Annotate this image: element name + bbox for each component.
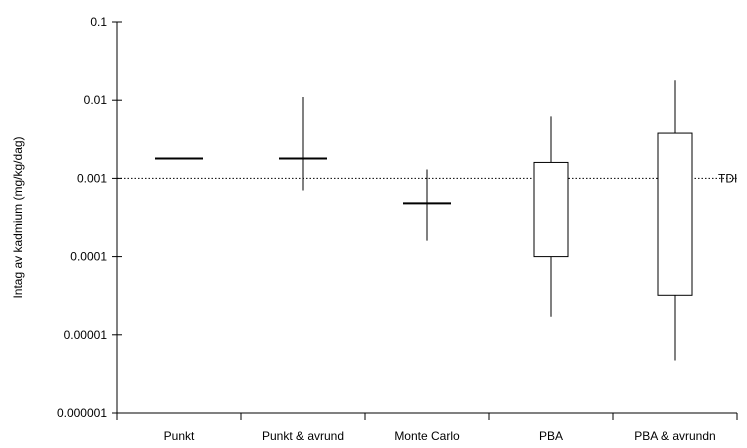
y-tick-labels: 0.1 0.01 0.001 0.0001 0.00001 0.000001 xyxy=(57,15,107,420)
y-tick-label-2: 0.001 xyxy=(77,171,107,185)
x-category-label-2: Monte Carlo xyxy=(394,429,460,443)
y-tick-label-5: 0.000001 xyxy=(57,406,107,420)
x-category-label-3: PBA xyxy=(539,429,563,443)
y-tick-label-1: 0.01 xyxy=(84,93,108,107)
reference-line-label: TDI xyxy=(718,171,737,185)
y-tick-label-3: 0.0001 xyxy=(70,250,107,264)
x-category-label-1: Punkt & avrund xyxy=(262,429,344,443)
item-3-box xyxy=(533,161,569,258)
y-tick-label-4: 0.00001 xyxy=(64,328,108,342)
x-category-label-4: PBA & avrundn xyxy=(634,429,715,443)
item-4-box xyxy=(657,132,693,296)
x-category-labels: Punkt Punkt & avrund Monte Carlo PBA PBA… xyxy=(164,429,716,443)
x-category-label-0: Punkt xyxy=(164,429,195,443)
y-axis-title: Intag av kadmium (mg/kg/dag) xyxy=(11,136,25,298)
y-tick-label-0: 0.1 xyxy=(90,15,107,29)
